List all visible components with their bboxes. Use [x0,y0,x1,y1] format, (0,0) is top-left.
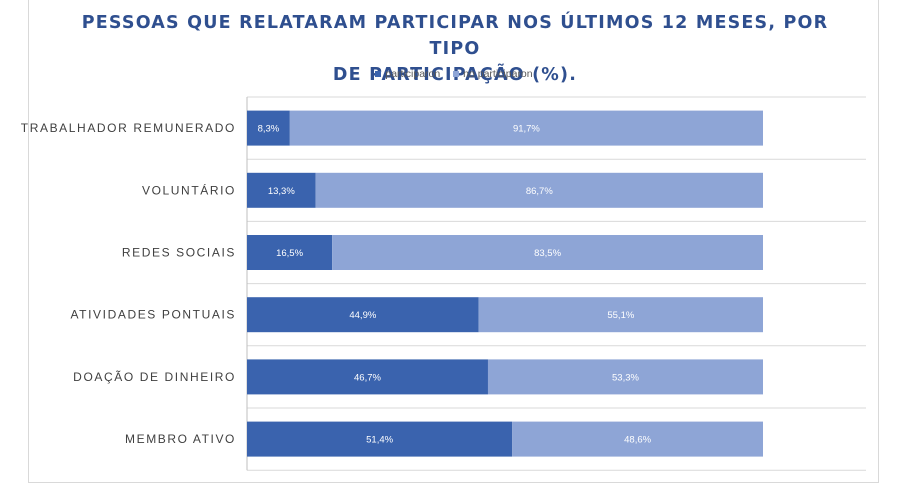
data-label-no-participaron-doacao-de-dinheiro: 53,3% [612,372,639,383]
data-label-no-participaron-redes-sociais: 83,5% [534,248,561,259]
data-label-participaron-voluntario: 13,3% [268,186,295,197]
bar-participaron-voluntario [247,172,316,208]
legend-swatch-participaron [375,71,382,77]
data-label-participaron-membro-ativo: 51,4% [366,435,393,446]
data-label-participaron-redes-sociais: 16,5% [276,248,303,259]
data-label-participaron-doacao-de-dinheiro: 46,7% [354,372,381,383]
chart-frame [28,0,879,483]
category-label-doacao-de-dinheiro: DOAÇÃO DE DINHEIRO [73,370,236,384]
bar-no-participaron-trabalhador-remunerado [289,110,763,146]
bar-participaron-membro-ativo [247,421,513,457]
legend-label-participaron: participaron [385,68,441,80]
legend-item-participaron: participaron [375,68,440,80]
chart-title-line-1: PESSOAS QUE RELATARAM PARTICIPAR NOS ÚLT… [81,13,829,59]
bar-participaron-atividades-pontuais [247,297,479,333]
legend-item-no-participaron: no participaron [453,68,533,80]
bar-no-participaron-doacao-de-dinheiro [487,359,763,395]
data-label-no-participaron-atividades-pontuais: 55,1% [607,310,634,321]
category-label-voluntario: VOLUNTÁRIO [142,182,236,197]
legend: participaron no participaron [0,68,908,80]
bar-no-participaron-redes-sociais [332,235,763,270]
category-label-trabalhador-remunerado: TRABALHADOR REMUNERADO [21,121,236,135]
bar-participaron-redes-sociais [247,235,333,270]
category-label-redes-sociais: REDES SOCIAIS [122,246,236,260]
data-label-no-participaron-voluntario: 86,7% [526,186,553,197]
data-label-participaron-trabalhador-remunerado: 8,3% [258,124,280,135]
bar-participaron-trabalhador-remunerado [247,110,290,146]
data-label-participaron-atividades-pontuais: 44,9% [349,310,376,321]
legend-swatch-no-participaron [453,71,460,77]
bar-participaron-doacao-de-dinheiro [247,359,488,395]
category-label-membro-ativo: MEMBRO ATIVO [125,432,236,446]
data-label-no-participaron-membro-ativo: 48,6% [624,435,651,446]
bar-no-participaron-voluntario [315,172,763,208]
bar-no-participaron-atividades-pontuais [478,297,763,333]
category-label-atividades-pontuais: ATIVIDADES PONTUAIS [70,308,236,322]
data-label-no-participaron-trabalhador-remunerado: 91,7% [513,124,540,135]
bar-no-participaron-membro-ativo [512,421,763,457]
legend-label-no-participaron: no participaron [463,68,533,80]
